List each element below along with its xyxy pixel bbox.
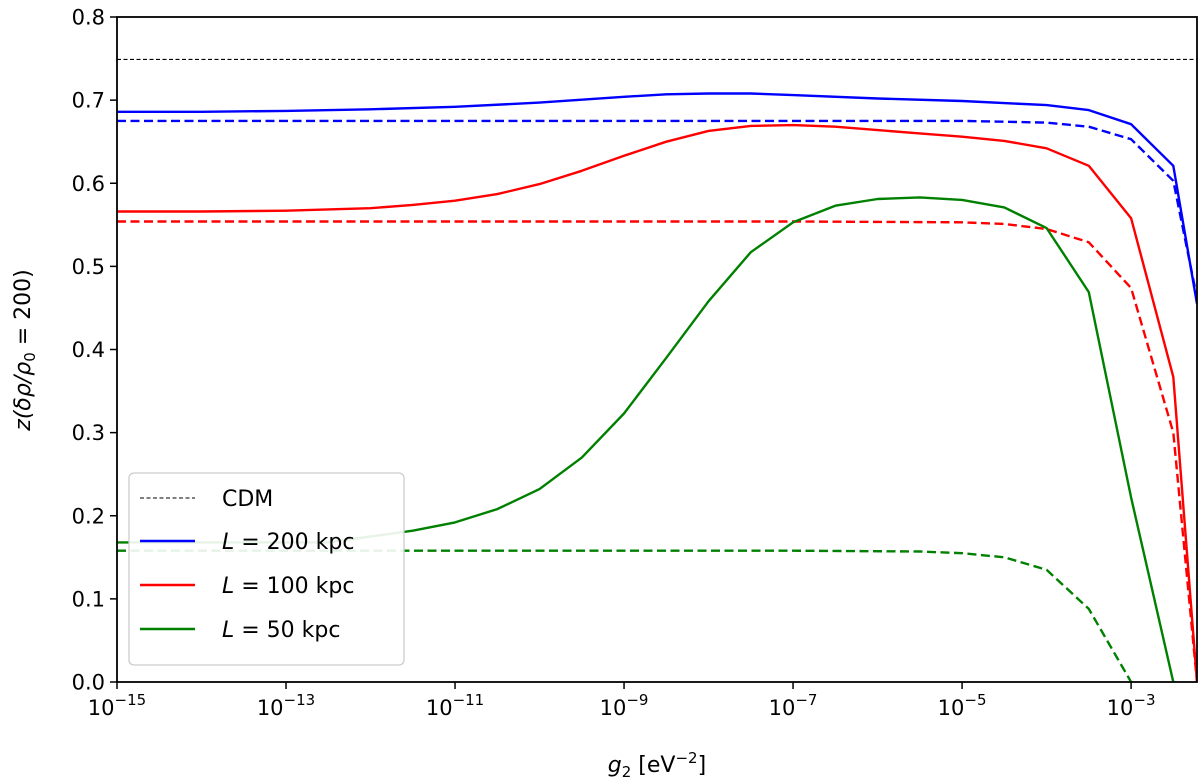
y-tick-label: 0.0 bbox=[72, 671, 105, 695]
series-line-l-50-kpc-solid bbox=[117, 196, 1175, 682]
series-line-l-100-kpc-dashed bbox=[117, 220, 1197, 682]
y-tick-label: 0.2 bbox=[72, 504, 105, 528]
series-line-l-200-kpc-solid bbox=[117, 92, 1197, 305]
y-tick-label: 0.3 bbox=[72, 421, 105, 445]
y-tick-label: 0.5 bbox=[72, 255, 105, 279]
y-tick-label: 0.4 bbox=[72, 338, 105, 362]
x-tick-label: 10−3 bbox=[1107, 691, 1156, 720]
series-line-l-200-kpc-dashed bbox=[117, 119, 1197, 299]
legend-label-l50: L = 50 kpc bbox=[222, 618, 340, 643]
x-tick-label: 10−15 bbox=[88, 691, 146, 720]
legend-box bbox=[128, 472, 405, 666]
y-axis-label: z(δρ/ρ0 = 200) bbox=[11, 269, 39, 431]
series-layer bbox=[117, 58, 1197, 682]
y-tick-label: 0.7 bbox=[72, 89, 105, 113]
x-tick-label: 10−7 bbox=[769, 691, 818, 720]
x-axis-label: g2 [eV−2] bbox=[608, 749, 706, 781]
legend-item-l100: L = 100 kpc bbox=[140, 574, 354, 599]
x-tick-label: 10−5 bbox=[938, 691, 987, 720]
legend-label-cdm: CDM bbox=[222, 487, 273, 512]
legend-item-cdm: CDM bbox=[140, 487, 273, 512]
y-tick-label: 0.8 bbox=[72, 6, 105, 30]
legend: CDM L = 200 kpc L = 100 kpc L = 50 kpc bbox=[128, 472, 405, 666]
x-axis: 10−15 10−13 10−11 10−9 10−7 10−5 10−3 bbox=[88, 682, 1156, 720]
legend-label-l100: L = 100 kpc bbox=[222, 574, 354, 599]
legend-label-l200: L = 200 kpc bbox=[222, 530, 354, 555]
series-line-l-100-kpc-solid bbox=[117, 123, 1197, 682]
legend-item-l200: L = 200 kpc bbox=[140, 530, 354, 555]
series-line-l-50-kpc-dashed bbox=[117, 549, 1133, 682]
x-tick-label: 10−13 bbox=[257, 691, 315, 720]
y-axis: 0.0 0.1 0.2 0.3 0.4 0.5 0.6 0.7 0.8 bbox=[72, 6, 117, 695]
x-tick-label: 10−9 bbox=[600, 691, 649, 720]
x-tick-label: 10−11 bbox=[426, 691, 484, 720]
legend-item-l50: L = 50 kpc bbox=[140, 618, 340, 643]
y-tick-label: 0.1 bbox=[72, 587, 105, 611]
y-tick-label: 0.6 bbox=[72, 172, 105, 196]
